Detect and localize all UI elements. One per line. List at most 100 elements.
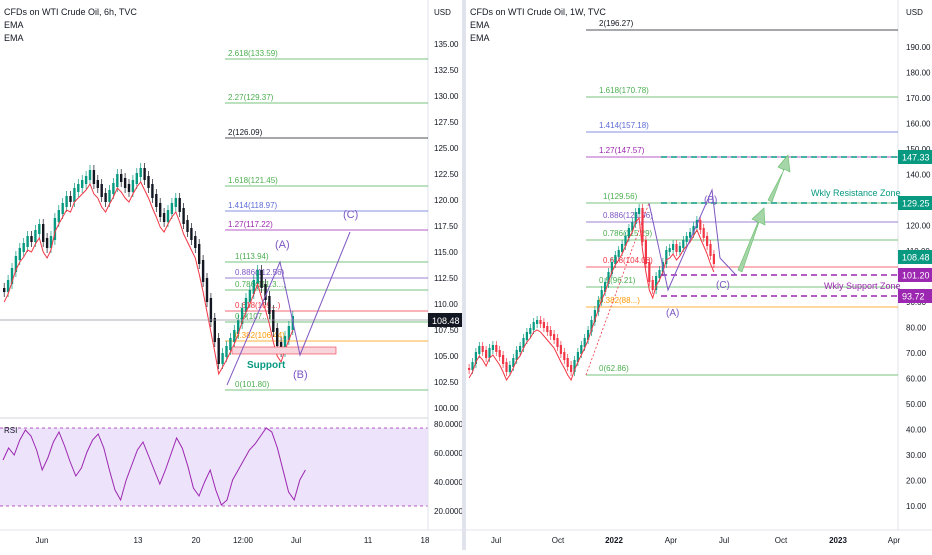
projection-arrow-up-1	[767, 154, 791, 203]
price-tick: 180.00	[906, 69, 931, 78]
price-tick: 135.00	[434, 40, 459, 49]
fib-label: 0.886(121.96)	[603, 211, 653, 220]
candle	[593, 310, 596, 322]
fib-label: 0.786(115.29)	[603, 229, 653, 238]
candle	[209, 298, 213, 322]
price-badge	[898, 196, 932, 210]
left-title: CFDs on WTI Crude Oil, 6h, TVC	[4, 7, 137, 17]
candle	[276, 328, 279, 346]
wave-label-b: (B)	[293, 369, 308, 381]
candle	[14, 256, 18, 272]
candle	[519, 346, 522, 352]
candle	[159, 203, 162, 217]
candle	[590, 320, 593, 332]
candle	[638, 208, 641, 214]
ema-line	[468, 216, 715, 382]
candle	[566, 358, 569, 367]
candle	[702, 228, 705, 238]
price-tick: 102.50	[434, 378, 459, 387]
price-tick: 30.00	[906, 451, 927, 460]
candle	[96, 180, 99, 188]
candle	[112, 183, 115, 194]
candle	[116, 174, 119, 187]
candle	[471, 362, 474, 370]
price-tick: 160.00	[906, 120, 931, 129]
fib-label: 2.618(133.59)	[228, 49, 278, 58]
wave-label-a: (A)	[275, 239, 290, 251]
panel-divider[interactable]	[462, 0, 466, 550]
candle	[621, 244, 624, 252]
candle	[166, 210, 170, 222]
price-tick: 127.50	[434, 118, 459, 127]
left-indicator-1[interactable]: EMA	[4, 20, 24, 30]
price-tick: 20.00	[906, 477, 927, 486]
price-tick: 80.00	[906, 324, 927, 333]
right-indicator-1[interactable]: EMA	[470, 20, 490, 30]
time-tick: Jul	[491, 536, 501, 545]
price-badge-text: 101.20	[902, 271, 930, 281]
wave-label-b: (B)	[704, 195, 717, 206]
candle	[100, 184, 103, 197]
left-indicator-2[interactable]: EMA	[4, 33, 24, 43]
candle	[522, 338, 525, 348]
price-badge	[898, 268, 932, 282]
wave-label-c: (C)	[343, 209, 358, 221]
candle	[610, 262, 613, 274]
time-tick: Apr	[888, 536, 901, 545]
candle	[556, 338, 559, 347]
fib-label: 0.886(112.56)	[235, 268, 285, 277]
candle	[174, 198, 177, 207]
candle	[240, 308, 244, 324]
price-tick: 120.00	[434, 196, 459, 205]
candle	[248, 290, 252, 302]
candle	[648, 262, 651, 282]
candle	[709, 244, 712, 256]
candle	[127, 184, 131, 192]
fib-label: 0(62.86)	[599, 364, 629, 373]
candle	[539, 320, 542, 324]
right-indicator-2[interactable]: EMA	[470, 33, 490, 43]
price-badge-text: 147.33	[902, 153, 930, 163]
candle	[84, 176, 88, 184]
candle	[26, 236, 29, 247]
fib-label: 1.414(118.97)	[228, 201, 278, 210]
candle	[237, 320, 240, 334]
candle	[549, 330, 552, 336]
fib-label: 0.618(109...)	[235, 301, 281, 310]
candle	[198, 244, 201, 264]
candle	[22, 243, 25, 252]
left-chart-panel[interactable]: USD 135.00 132.50 130.00 127.50 125.00 122.50…	[0, 0, 463, 550]
price-tick: 190.00	[906, 43, 931, 52]
left-chart-canvas[interactable]: USD 135.00 132.50 130.00 127.50 125.00 122.50…	[0, 0, 463, 550]
wave-label-a: (A)	[666, 308, 679, 319]
candle	[672, 244, 675, 250]
time-tick: 18	[421, 536, 430, 545]
candle	[287, 326, 291, 340]
right-chart-panel[interactable]: USD 190.00 180.00 170.00 160.00 150.00 140.00…	[466, 0, 932, 550]
fib-label: 0(101.80)	[235, 380, 270, 389]
candle	[658, 270, 661, 278]
candle	[563, 352, 566, 360]
candle	[617, 250, 620, 257]
candle	[139, 168, 142, 177]
candle	[508, 365, 511, 372]
candle	[81, 180, 84, 188]
candle	[468, 368, 471, 370]
candle	[217, 338, 220, 364]
time-tick: Jul	[291, 536, 301, 545]
time-tick: Oct	[775, 536, 788, 545]
candle	[120, 174, 123, 182]
price-tick: 132.50	[434, 66, 459, 75]
price-tick: 100.00	[434, 404, 459, 413]
candle	[627, 228, 630, 238]
candle	[559, 345, 562, 354]
candle	[45, 238, 49, 248]
candle	[155, 194, 158, 207]
candle	[205, 278, 209, 302]
candle	[88, 170, 92, 180]
time-tick: 11	[364, 536, 373, 545]
right-chart-canvas[interactable]: USD 190.00 180.00 170.00 160.00 150.00 140.00…	[466, 0, 932, 550]
candle	[576, 352, 579, 362]
candle	[143, 168, 146, 180]
last-price-badge	[428, 313, 462, 327]
